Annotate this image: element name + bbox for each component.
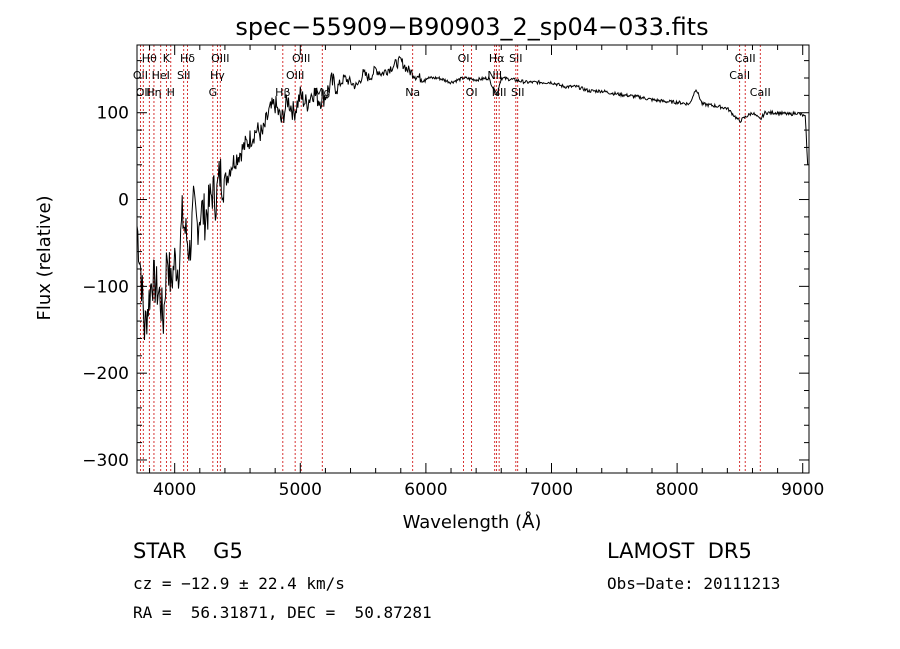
y-tick-label: −100 bbox=[82, 277, 129, 297]
y-tick-label: 0 bbox=[118, 191, 129, 211]
line-marker-label: OI bbox=[466, 86, 478, 99]
x-tick-label: 6000 bbox=[404, 480, 447, 500]
obs-date-text: Obs−Date: 20111213 bbox=[607, 574, 781, 593]
coordinates-text: RA = 56.31871, DEC = 50.87281 bbox=[133, 603, 432, 622]
x-tick-label: 7000 bbox=[530, 480, 573, 500]
line-marker-label: K bbox=[163, 52, 171, 65]
line-marker-label: NII bbox=[487, 69, 502, 82]
line-marker-label: CaII bbox=[729, 69, 750, 82]
line-marker-label: OIII bbox=[292, 52, 310, 65]
line-marker-label: Hα bbox=[489, 52, 505, 65]
y-tick-label: −300 bbox=[82, 451, 129, 471]
line-marker-label: H bbox=[167, 86, 175, 99]
line-marker-label: OII bbox=[133, 69, 148, 82]
line-marker-label: G bbox=[209, 86, 218, 99]
line-marker-label: NII bbox=[492, 86, 507, 99]
classification-text: STAR G5 bbox=[133, 539, 243, 563]
y-axis-label: Flux (relative) bbox=[34, 195, 55, 320]
y-tick-label: 100 bbox=[97, 104, 129, 124]
survey-text: LAMOST DR5 bbox=[607, 539, 752, 563]
line-marker-label: SII bbox=[177, 69, 190, 82]
x-tick-label: 9000 bbox=[781, 480, 824, 500]
redshift-text: cz = −12.9 ± 22.4 km/s bbox=[133, 574, 345, 593]
line-marker-label: OI bbox=[458, 52, 470, 65]
x-tick-label: 4000 bbox=[153, 480, 196, 500]
line-marker-label: Na bbox=[405, 86, 420, 99]
line-marker-label: Hη bbox=[146, 86, 161, 99]
line-marker-label: Hγ bbox=[210, 69, 225, 82]
line-marker-label: Hδ bbox=[180, 52, 195, 65]
line-marker-label: Hβ bbox=[275, 86, 290, 99]
plot-area bbox=[136, 55, 809, 341]
x-tick-label: 5000 bbox=[279, 480, 322, 500]
line-marker-label: SII bbox=[509, 52, 522, 65]
chart-title: spec−55909−B90903_2_sp04−033.fits bbox=[235, 13, 708, 41]
line-marker-label: OIII bbox=[211, 52, 229, 65]
line-marker-label: Hθ bbox=[142, 52, 157, 65]
spectrum-line bbox=[136, 55, 809, 341]
line-marker-label: CaII bbox=[735, 52, 756, 65]
x-tick-label: 8000 bbox=[655, 480, 698, 500]
axes: 4000 5000 6000 7000 8000 9000 −300 −200 −100 0 100 bbox=[82, 44, 824, 500]
line-marker-label: OIII bbox=[286, 69, 304, 82]
line-marker-label: CaII bbox=[750, 86, 771, 99]
y-tick-label: −200 bbox=[82, 364, 129, 384]
plot-frame bbox=[136, 44, 810, 474]
line-marker-label: SII bbox=[511, 86, 524, 99]
x-axis-label: Wavelength (Å) bbox=[403, 511, 542, 533]
line-marker-label: HeI bbox=[152, 69, 170, 82]
